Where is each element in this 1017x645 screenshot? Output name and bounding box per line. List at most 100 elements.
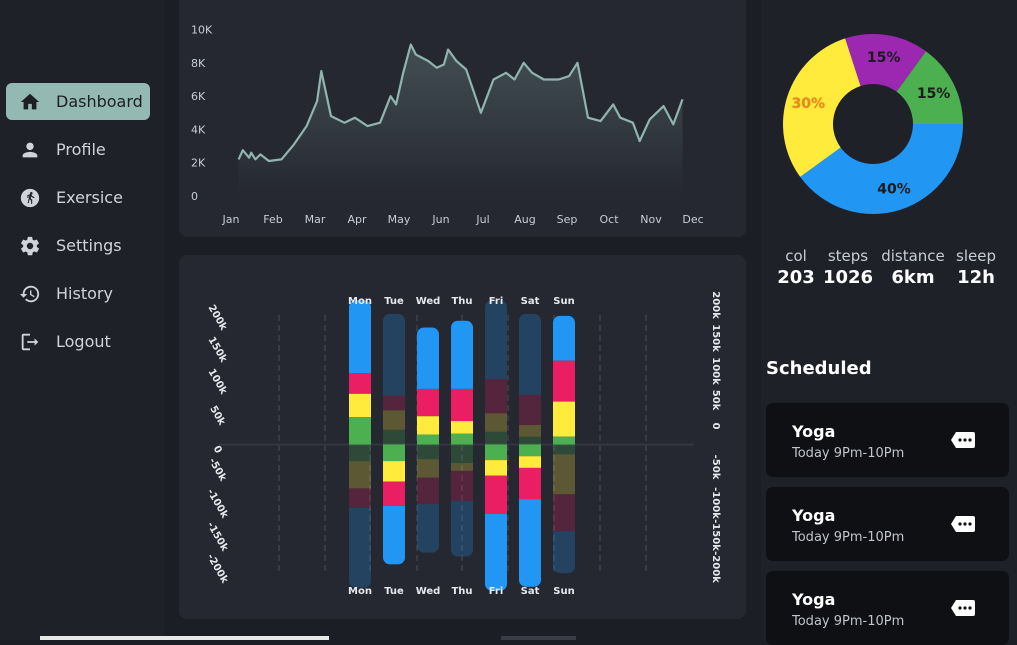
bar-stack[interactable]	[553, 315, 575, 574]
bar-segment[interactable]	[417, 444, 439, 460]
bar-segment[interactable]	[349, 393, 371, 418]
bar-segment[interactable]	[383, 505, 405, 565]
donut-slice[interactable]	[800, 124, 963, 215]
horizontal-scrollbar[interactable]	[40, 636, 329, 640]
bar-segment[interactable]	[417, 503, 439, 553]
bar-segment[interactable]	[349, 300, 371, 374]
donut-slice[interactable]	[845, 34, 926, 92]
donut-slice[interactable]	[896, 51, 963, 124]
sidebar-item-logout[interactable]: Logout	[6, 323, 150, 360]
bar-segment[interactable]	[451, 470, 473, 502]
day-label-bottom: Thu	[451, 586, 472, 597]
bar-segment[interactable]	[349, 417, 371, 445]
scheduled-item[interactable]: Yoga Today 9Pm-10Pm	[766, 571, 1009, 645]
bar-segment[interactable]	[519, 499, 541, 587]
sidebar-item-history[interactable]: History	[6, 275, 150, 312]
bar-segment[interactable]	[417, 416, 439, 435]
bar-segment[interactable]	[451, 320, 473, 389]
bar-segment[interactable]	[417, 434, 439, 445]
sidebar-item-profile[interactable]: Profile	[6, 131, 150, 168]
bar-segment[interactable]	[383, 461, 405, 482]
bar-segment[interactable]	[451, 388, 473, 422]
stat-steps: steps 1026	[822, 247, 874, 288]
bar-segment[interactable]	[519, 444, 541, 457]
bar-segment[interactable]	[485, 460, 507, 476]
sidebar-item-exersice[interactable]: Exersice	[6, 179, 150, 216]
sidebar-item-label: History	[56, 284, 113, 303]
bar-stack[interactable]	[485, 300, 507, 591]
tag-icon[interactable]	[950, 598, 976, 618]
bar-segment[interactable]	[383, 395, 405, 411]
bar-segment[interactable]	[553, 454, 575, 495]
y-tick-label-right: 0	[710, 423, 721, 430]
bar-segment[interactable]	[349, 461, 371, 489]
stat-label: col	[785, 247, 807, 265]
bar-segment[interactable]	[383, 481, 405, 506]
bar-stack[interactable]	[417, 327, 439, 553]
bar-segment[interactable]	[349, 444, 371, 462]
bar-stack[interactable]	[519, 313, 541, 587]
x-tick-label: Jan	[222, 213, 240, 226]
bar-segment[interactable]	[417, 388, 439, 417]
bar-segment[interactable]	[553, 360, 575, 402]
bar-segment[interactable]	[451, 501, 473, 557]
donut-slice[interactable]	[783, 38, 861, 177]
stat-col: col 203	[776, 247, 816, 288]
activity-donut-chart: 15% 40% 30% 15%	[783, 34, 963, 215]
scheduled-item-name: Yoga	[792, 590, 836, 609]
stat-label: distance	[881, 247, 945, 265]
day-label-bottom: Sun	[553, 586, 574, 597]
bar-segment[interactable]	[451, 421, 473, 434]
bar-segment[interactable]	[553, 444, 575, 455]
bar-segment[interactable]	[417, 327, 439, 389]
bar-segment[interactable]	[553, 531, 575, 574]
bar-segment[interactable]	[553, 436, 575, 445]
bar-segment[interactable]	[417, 477, 439, 504]
bar-segment[interactable]	[417, 459, 439, 478]
bar-segment[interactable]	[553, 494, 575, 532]
x-tick-label: Jun	[431, 213, 449, 226]
bar-segment[interactable]	[349, 488, 371, 508]
scheduled-item[interactable]: Yoga Today 9Pm-10Pm	[766, 487, 1009, 561]
y-tick-label: 2K	[191, 157, 206, 170]
y-tick-label-left: 100k	[206, 367, 229, 397]
bar-stack[interactable]	[451, 320, 473, 557]
bar-segment[interactable]	[485, 379, 507, 414]
day-label-bottom: Sat	[521, 586, 540, 597]
bar-segment[interactable]	[349, 507, 371, 588]
bar-segment[interactable]	[485, 513, 507, 591]
bar-segment[interactable]	[485, 431, 507, 445]
bar-segment[interactable]	[383, 429, 405, 445]
bar-segment[interactable]	[383, 313, 405, 396]
bar-segment[interactable]	[451, 463, 473, 471]
bar-segment[interactable]	[519, 425, 541, 437]
tag-icon[interactable]	[950, 430, 976, 450]
bar-segment[interactable]	[485, 300, 507, 380]
bar-segment[interactable]	[485, 413, 507, 432]
bar-segment[interactable]	[519, 436, 541, 445]
sidebar-item-dashboard[interactable]: Dashboard	[6, 83, 150, 120]
bar-segment[interactable]	[485, 444, 507, 461]
tag-icon[interactable]	[950, 514, 976, 534]
bar-segment[interactable]	[519, 456, 541, 468]
stat-label: steps	[827, 247, 869, 265]
sidebar-item-settings[interactable]: Settings	[6, 227, 150, 264]
bar-segment[interactable]	[519, 313, 541, 395]
bar-segment[interactable]	[553, 401, 575, 437]
bar-segment[interactable]	[553, 315, 575, 361]
bar-stack[interactable]	[349, 300, 371, 588]
bar-segment[interactable]	[519, 467, 541, 500]
day-label-bottom: Fri	[489, 586, 504, 597]
scheduled-item[interactable]: Yoga Today 9Pm-10Pm	[766, 403, 1009, 477]
donut-slice-label: 15%	[867, 50, 901, 66]
bar-segment[interactable]	[519, 394, 541, 425]
bar-segment[interactable]	[349, 373, 371, 394]
bar-stack[interactable]	[383, 313, 405, 565]
bar-segment[interactable]	[451, 433, 473, 445]
bar-segment[interactable]	[383, 444, 405, 462]
bar-segment[interactable]	[451, 444, 473, 464]
bar-segment[interactable]	[485, 475, 507, 514]
bar-segment[interactable]	[383, 410, 405, 430]
series-line	[237, 43, 684, 163]
stat-value: 203	[777, 267, 815, 288]
